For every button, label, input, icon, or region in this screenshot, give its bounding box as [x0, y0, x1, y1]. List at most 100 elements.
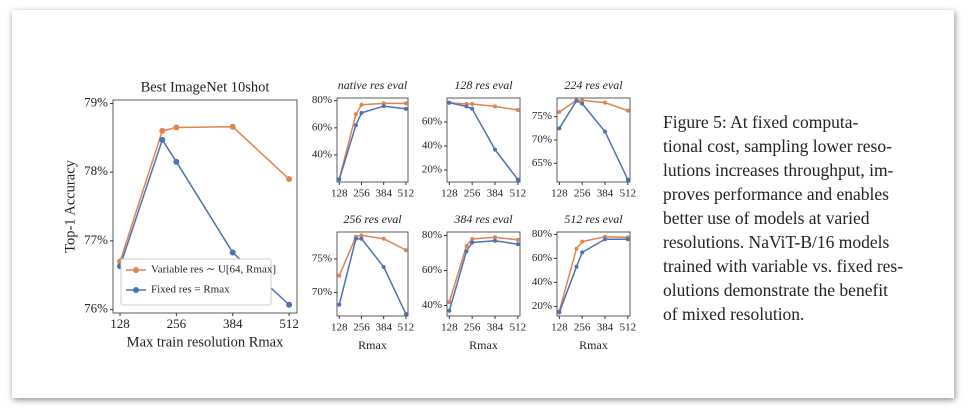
caption-line: proves performance and enables [663, 184, 889, 204]
data-point [381, 264, 386, 269]
x-axis-label: Rmax [579, 338, 608, 352]
y-tick-label: 76% [84, 301, 108, 316]
series-line [338, 102, 406, 180]
data-point [337, 302, 342, 307]
data-point [229, 249, 236, 256]
data-point [464, 249, 469, 254]
x-tick-label: 256 [574, 188, 591, 200]
figure-frame [12, 10, 954, 398]
data-point [159, 127, 166, 134]
data-point [403, 101, 408, 106]
series-line [558, 99, 629, 113]
data-point [159, 136, 166, 143]
x-tick-label: 128 [441, 188, 458, 200]
y-tick-label: 79% [84, 94, 108, 109]
y-tick-label: 80% [422, 229, 442, 241]
x-tick-label: 384 [487, 322, 504, 334]
y-tick-label: 70% [532, 134, 552, 146]
x-tick-label: 384 [375, 322, 392, 334]
x-tick-label: 512 [510, 188, 527, 200]
axes-frame [336, 97, 409, 183]
data-point [580, 239, 585, 244]
legend-label: Variable res ∼ U[64, Rmax] [151, 264, 276, 276]
data-point [173, 124, 180, 131]
data-point [470, 102, 475, 106]
y-tick-label: 77% [84, 232, 108, 247]
x-tick-label: 512 [279, 316, 299, 331]
data-point [229, 123, 236, 130]
x-tick-label: 512 [398, 322, 415, 334]
data-point [557, 110, 562, 114]
chart-title: 224 res eval [564, 78, 623, 92]
x-tick-label: 512 [398, 188, 415, 200]
data-point [470, 240, 475, 245]
x-tick-label: 384 [597, 188, 614, 200]
axes-frame [446, 97, 521, 183]
y-tick-label: 40% [532, 276, 552, 288]
data-point [574, 264, 579, 269]
chart-title: 128 res eval [454, 78, 513, 92]
x-tick-label: 128 [331, 188, 348, 200]
x-tick-label: 512 [510, 322, 527, 334]
caption-line: trained with variable vs. fixed res- [663, 256, 904, 276]
y-axis-label: Top-1 Accuracy [62, 159, 78, 253]
data-point [470, 106, 475, 111]
x-tick-label: 384 [597, 322, 614, 334]
y-tick-label: 75% [312, 252, 332, 264]
data-point [557, 126, 562, 131]
data-point [403, 248, 408, 253]
data-point [493, 147, 498, 152]
data-point [359, 102, 364, 107]
x-tick-label: 128 [551, 188, 568, 200]
data-point [603, 129, 608, 134]
series-line [448, 236, 518, 303]
data-point [403, 106, 408, 111]
data-point [447, 308, 452, 313]
data-point [625, 108, 630, 113]
y-tick-label: 60% [422, 264, 442, 276]
data-point [464, 104, 469, 109]
y-tick-label: 20% [532, 300, 552, 312]
data-point [603, 100, 608, 105]
x-tick-label: 256 [353, 322, 370, 334]
caption: Figure 5: At fixed computa-tional cost, … [663, 110, 948, 326]
data-point [464, 244, 469, 248]
x-tick-label: 128 [110, 316, 130, 331]
x-tick-label: 512 [620, 188, 637, 200]
y-tick-label: 70% [312, 286, 332, 298]
axes-frame [556, 231, 631, 317]
data-point [515, 177, 520, 182]
data-point [359, 233, 364, 238]
x-tick-label: 256 [167, 316, 187, 331]
data-point [493, 104, 498, 109]
data-point [353, 112, 358, 117]
x-tick-label: 512 [620, 322, 637, 334]
data-point [447, 100, 452, 105]
y-tick-label: 80% [532, 228, 552, 240]
y-tick-label: 65% [532, 157, 552, 169]
x-tick-label: 384 [487, 188, 504, 200]
data-point [493, 238, 498, 243]
caption-line: lutions increases throughput, im- [663, 160, 894, 180]
x-tick-label: 256 [464, 188, 481, 200]
series-line [448, 239, 518, 311]
data-point [173, 158, 180, 165]
data-point [286, 301, 293, 308]
data-point [580, 250, 585, 255]
data-point [337, 177, 342, 182]
x-tick-label: 128 [441, 322, 458, 334]
data-point [515, 108, 520, 112]
data-point [337, 273, 342, 278]
series-line [119, 126, 290, 262]
data-point [493, 235, 498, 240]
y-tick-label: 78% [84, 163, 108, 178]
legend-label: Fixed res = Rmax [151, 284, 230, 296]
data-point [574, 98, 579, 103]
axes-frame [556, 97, 631, 183]
chart-title: 256 res eval [343, 212, 402, 226]
x-tick-label: 256 [353, 188, 370, 200]
legend-marker [133, 287, 139, 293]
legend-marker [133, 267, 139, 273]
